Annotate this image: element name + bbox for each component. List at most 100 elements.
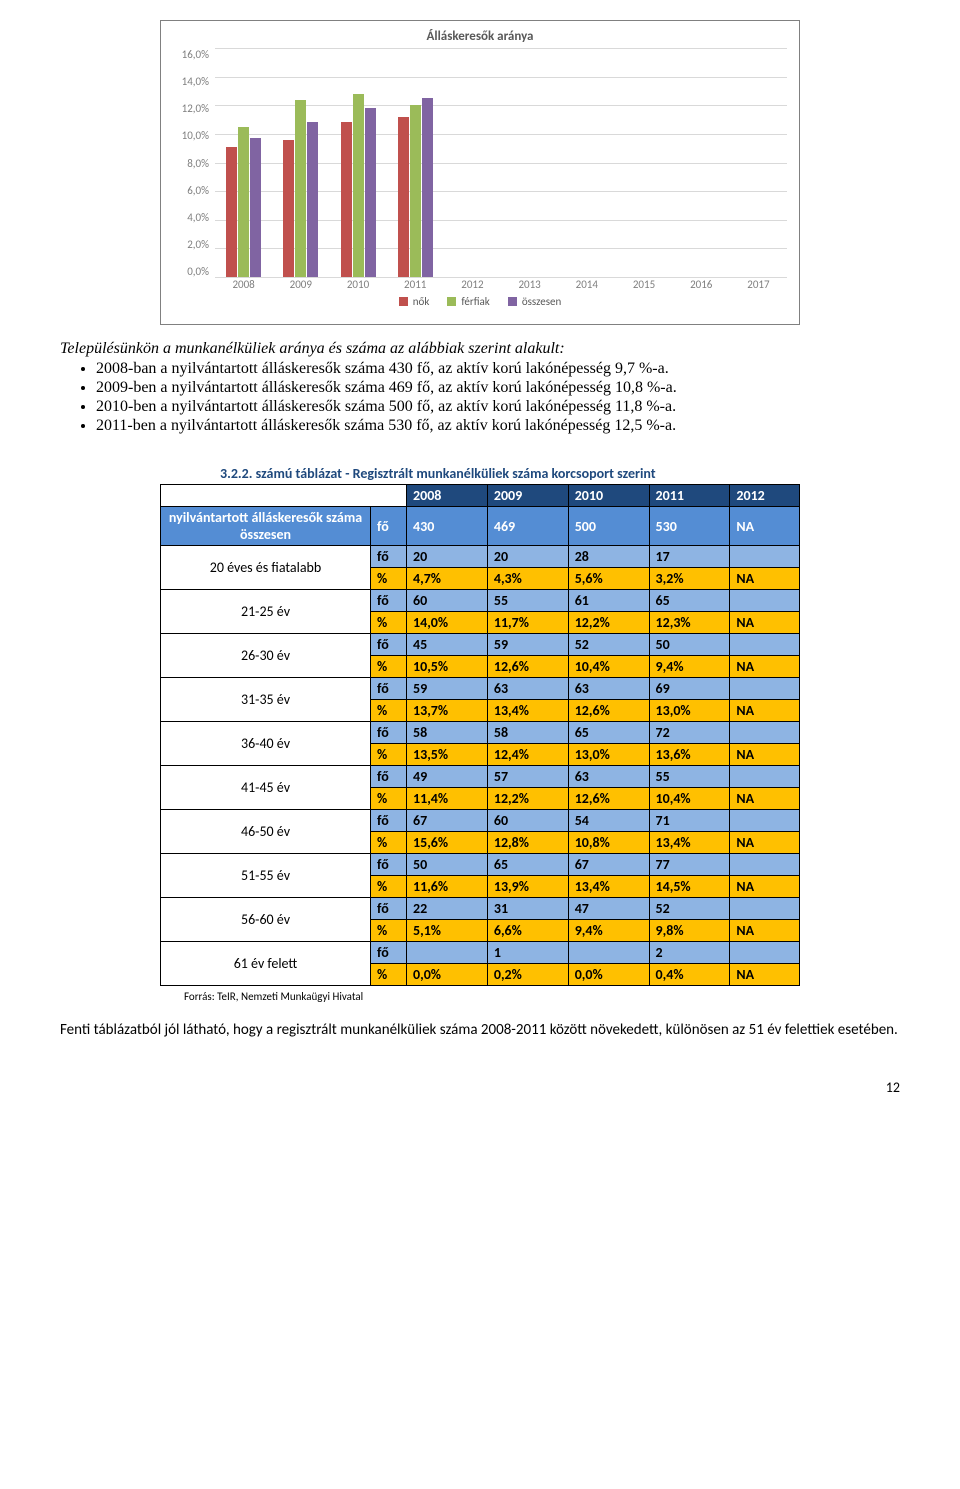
fo-value: 67 [568, 854, 649, 876]
pct-value: 4,3% [487, 568, 568, 590]
pct-value: 13,0% [649, 700, 730, 722]
fo-value: 69 [649, 678, 730, 700]
year-slot [329, 48, 386, 277]
fo-value: 55 [487, 590, 568, 612]
page-number: 12 [60, 1079, 900, 1096]
total-value: 500 [568, 507, 649, 546]
bar [398, 117, 409, 277]
chart-x-axis: 2008200920102011201220132014201520162017 [215, 278, 787, 291]
total-value: 469 [487, 507, 568, 546]
fo-value: 54 [568, 810, 649, 832]
pct-value: 12,6% [487, 656, 568, 678]
legend-label: nők [413, 295, 430, 308]
fo-value: 77 [649, 854, 730, 876]
chart-y-axis: 16,0%14,0%12,0%10,0%8,0%6,0%4,0%2,0%0,0% [173, 48, 215, 278]
bar [307, 122, 318, 277]
pct-value: 12,3% [649, 612, 730, 634]
fo-value [730, 854, 800, 876]
closing-paragraph: Fenti táblázatból jól látható, hogy a re… [60, 1021, 900, 1039]
pct-value: 13,0% [568, 744, 649, 766]
total-value: 430 [407, 507, 488, 546]
bar [410, 105, 421, 277]
bar [365, 108, 376, 277]
fo-value [730, 898, 800, 920]
age-group-label: 51-55 év [161, 854, 371, 898]
legend-swatch [508, 297, 517, 306]
fo-value [730, 590, 800, 612]
fo-value: 63 [568, 678, 649, 700]
unit-cell: % [371, 920, 407, 942]
year-header: 2012 [730, 485, 800, 507]
age-group-label: 41-45 év [161, 766, 371, 810]
fo-value: 58 [407, 722, 488, 744]
chart-legend: nőkférfiakösszesen [173, 295, 787, 308]
pct-value: 11,4% [407, 788, 488, 810]
year-header: 2009 [487, 485, 568, 507]
pct-value: NA [730, 788, 800, 810]
pct-value: 13,4% [487, 700, 568, 722]
pct-value: 12,8% [487, 832, 568, 854]
fo-value: 52 [568, 634, 649, 656]
chart-bars [215, 48, 787, 277]
bar [341, 122, 352, 277]
year-slot [558, 48, 615, 277]
year-slot [387, 48, 444, 277]
pct-value: 9,8% [649, 920, 730, 942]
unit-cell: fő [371, 722, 407, 744]
legend-label: összesen [522, 295, 561, 308]
pct-value: NA [730, 964, 800, 986]
fo-value [730, 722, 800, 744]
bullet-item: 2010-ben a nyilvántartott álláskeresők s… [96, 398, 900, 416]
age-group-label: 31-35 év [161, 678, 371, 722]
fo-value: 20 [407, 546, 488, 568]
fo-value: 63 [568, 766, 649, 788]
age-group-label: 21-25 év [161, 590, 371, 634]
unit-cell: % [371, 832, 407, 854]
year-slot [215, 48, 272, 277]
fo-value: 50 [649, 634, 730, 656]
year-slot [272, 48, 329, 277]
pct-value: 12,2% [568, 612, 649, 634]
chart-plot-area: 16,0%14,0%12,0%10,0%8,0%6,0%4,0%2,0%0,0% [173, 48, 787, 278]
fo-value: 60 [487, 810, 568, 832]
pct-value: NA [730, 876, 800, 898]
fo-value: 1 [487, 942, 568, 964]
pct-value: 10,8% [568, 832, 649, 854]
unit-cell: fő [371, 898, 407, 920]
bar-chart: Álláskeresők aránya 16,0%14,0%12,0%10,0%… [160, 20, 800, 325]
bar [295, 100, 306, 277]
fo-value: 52 [649, 898, 730, 920]
y-tick: 8,0% [173, 157, 209, 170]
intro-text: Településünkön a munkanélküliek aránya é… [60, 340, 900, 358]
source-note: Forrás: TeIR, Nemzeti Munkaügyi Hivatal [184, 990, 800, 1003]
pct-value: NA [730, 612, 800, 634]
age-group-label: 61 év felett [161, 942, 371, 986]
total-value: NA [730, 507, 800, 546]
fo-value: 61 [568, 590, 649, 612]
fo-value [730, 810, 800, 832]
legend-swatch [399, 297, 408, 306]
age-group-label: 46-50 év [161, 810, 371, 854]
year-slot [730, 48, 787, 277]
y-tick: 0,0% [173, 265, 209, 278]
fo-value [730, 678, 800, 700]
pct-value: 12,6% [568, 788, 649, 810]
fo-value: 49 [407, 766, 488, 788]
x-tick: 2016 [673, 278, 730, 291]
fo-value [730, 634, 800, 656]
fo-value: 31 [487, 898, 568, 920]
unit-cell: fő [371, 942, 407, 964]
unit-cell: fő [371, 678, 407, 700]
y-tick: 12,0% [173, 102, 209, 115]
y-tick: 2,0% [173, 238, 209, 251]
year-header: 2008 [407, 485, 488, 507]
pct-value: 5,1% [407, 920, 488, 942]
pct-value: 13,4% [649, 832, 730, 854]
fo-value: 47 [568, 898, 649, 920]
x-tick: 2012 [444, 278, 501, 291]
bullet-item: 2009-ben a nyilvántartott álláskeresők s… [96, 379, 900, 397]
pct-value: NA [730, 568, 800, 590]
pct-value: 0,0% [407, 964, 488, 986]
pct-value: 11,7% [487, 612, 568, 634]
pct-value: 12,6% [568, 700, 649, 722]
